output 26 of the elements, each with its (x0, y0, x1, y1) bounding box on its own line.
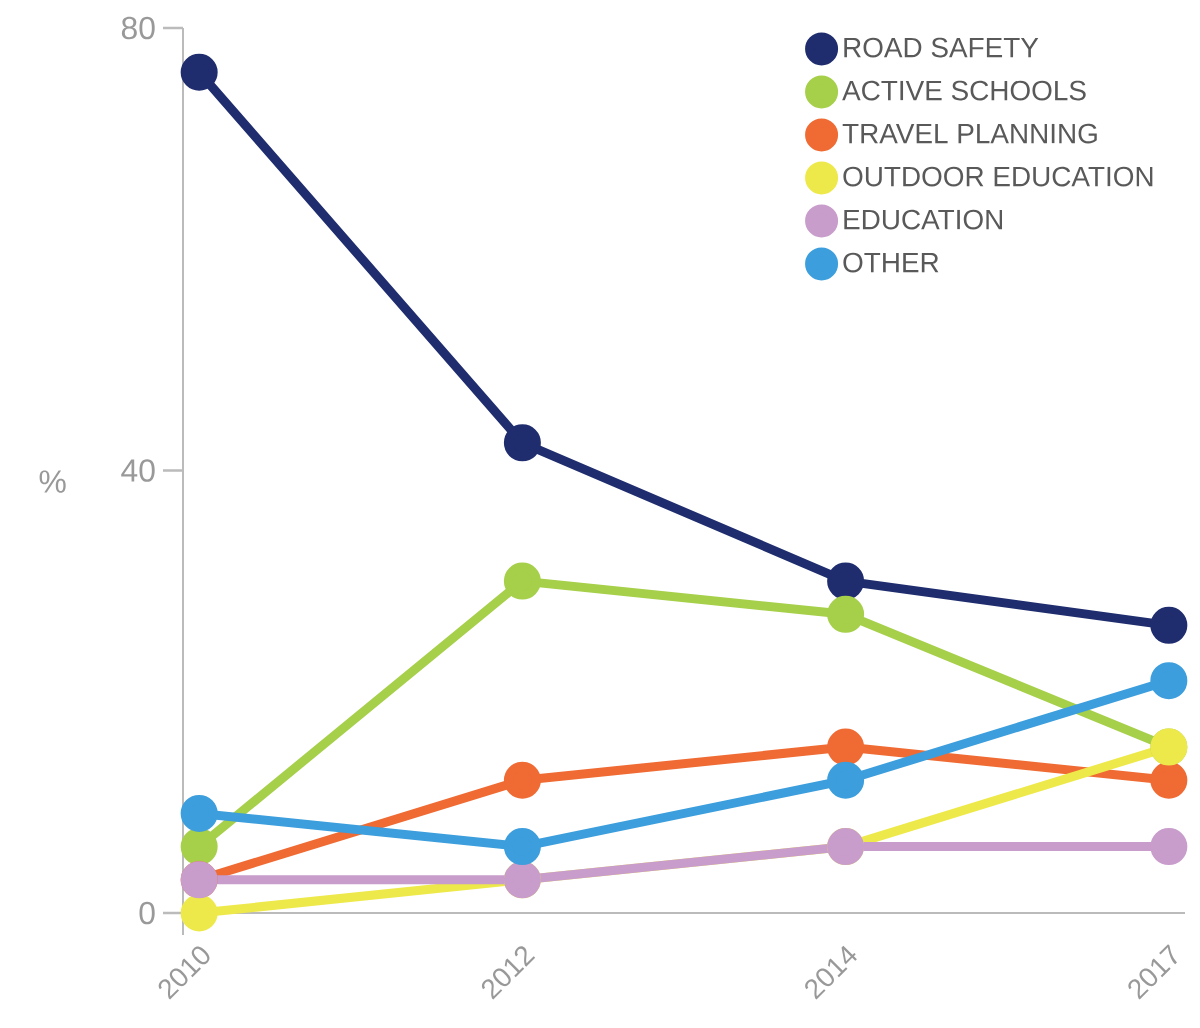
legend-label: ROAD SAFETY (844, 37, 1039, 58)
point (180, 828, 218, 866)
y-tick-label: 40 (121, 459, 155, 482)
legend-label: TRAVEL PLANNING (842, 123, 1097, 144)
point (827, 728, 865, 766)
point (503, 562, 541, 600)
legend-label: OTHER (843, 252, 939, 273)
point (180, 794, 218, 832)
legend-label: OUTDOOR EDUCATION (843, 166, 1153, 187)
point (180, 894, 218, 932)
point (503, 761, 541, 799)
point (1150, 606, 1188, 644)
point (503, 424, 541, 462)
point (1150, 662, 1188, 700)
point (827, 761, 865, 799)
point (827, 562, 865, 600)
point (827, 595, 865, 633)
point (180, 53, 218, 91)
point (503, 828, 541, 866)
y-tick-label: 0 (139, 901, 155, 925)
legend-label: EDUCATION (844, 209, 1003, 230)
point (1150, 761, 1188, 799)
point (1150, 828, 1188, 866)
y-tick-label: 80 (121, 16, 155, 40)
y-axis-title: % (39, 470, 66, 493)
legend-label: ACTIVE SCHOOLS (842, 80, 1086, 101)
